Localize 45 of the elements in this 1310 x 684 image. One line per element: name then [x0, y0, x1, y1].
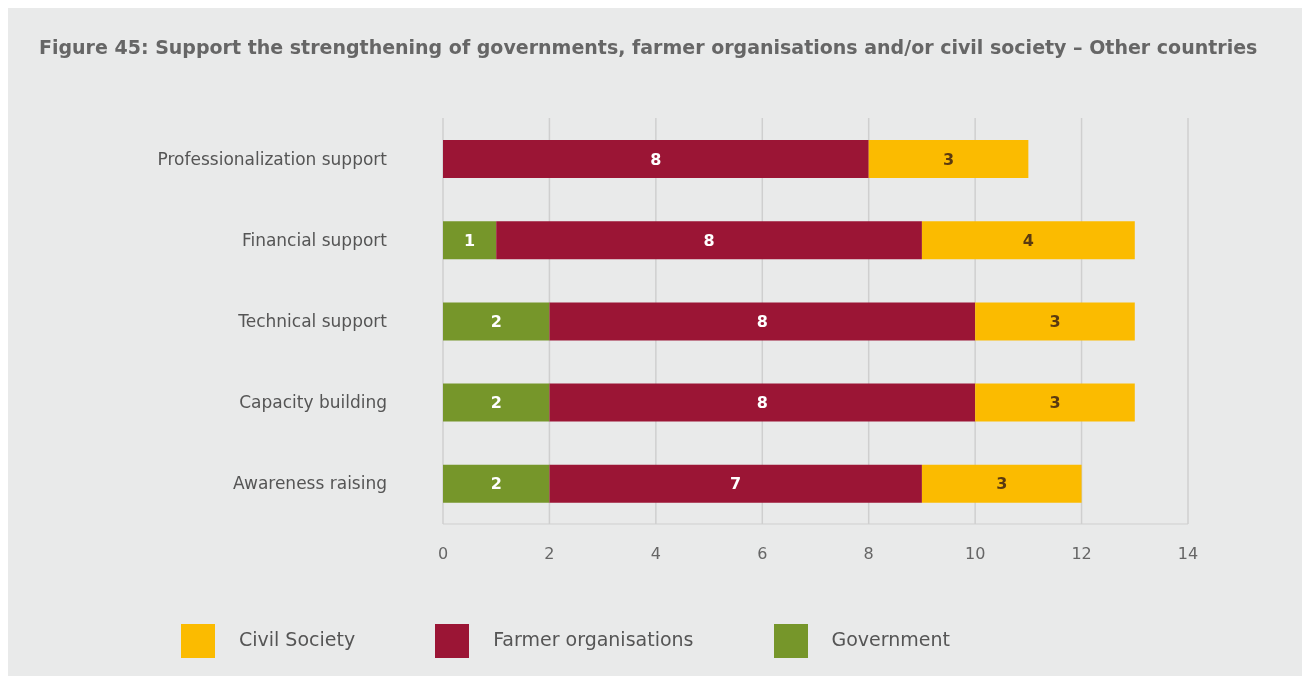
bar — [496, 221, 922, 260]
bar — [921, 221, 1135, 260]
bar — [443, 302, 550, 341]
data-label: 2 — [490, 474, 502, 494]
data-label: 3 — [1049, 393, 1061, 413]
bar — [975, 302, 1135, 341]
data-label: 3 — [996, 474, 1008, 494]
x-tick-label: 12 — [1071, 544, 1092, 564]
bar — [549, 383, 976, 422]
data-label: 3 — [942, 149, 955, 169]
y-tick-label: Financial support — [241, 229, 388, 250]
y-tick-label: Professionalization support — [157, 148, 388, 169]
x-tick-label: 4 — [650, 544, 661, 564]
x-tick-label: 8 — [863, 544, 874, 564]
x-tick-label: 14 — [1177, 544, 1199, 564]
bar — [549, 464, 922, 503]
bar — [549, 302, 976, 341]
legend-label: Civil Society — [238, 627, 356, 650]
chart-title: Figure 45: Support the strengthening of governments, farmer organisations and/or civil society – Other countries — [39, 36, 1258, 58]
data-label: 8 — [703, 230, 715, 250]
data-label: 3 — [1049, 312, 1061, 332]
bar — [443, 383, 550, 422]
y-tick-label: Capacity building — [239, 392, 387, 413]
y-tick-label: Awareness raising — [233, 473, 387, 494]
legend-label: Farmer organisations — [493, 627, 694, 650]
x-tick-label: 10 — [964, 544, 986, 564]
bar — [443, 221, 497, 260]
data-label: 8 — [756, 393, 768, 413]
data-label: 2 — [490, 312, 502, 332]
bar — [443, 464, 550, 503]
bar — [443, 140, 869, 178]
x-tick-label: 2 — [544, 544, 555, 564]
bar — [868, 140, 1029, 178]
data-label: 8 — [650, 149, 662, 169]
bar — [975, 383, 1135, 422]
y-tick-label: Technical support — [237, 311, 388, 332]
data-label: 8 — [756, 312, 768, 332]
data-label: 7 — [730, 474, 742, 494]
bar — [921, 464, 1082, 503]
data-label: 1 — [464, 230, 476, 250]
legend-label: Government — [831, 627, 950, 650]
x-tick-label: 6 — [757, 544, 768, 564]
x-tick-label: 0 — [437, 544, 449, 564]
data-label: 4 — [1022, 230, 1034, 250]
data-label: 2 — [490, 393, 502, 413]
